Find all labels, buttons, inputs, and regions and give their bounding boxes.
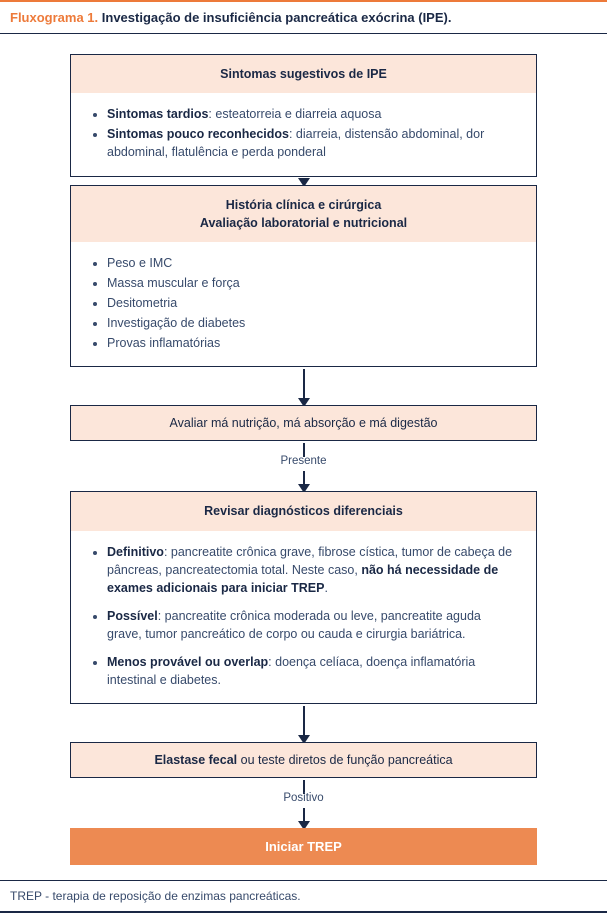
history-item: Provas inflamatórias — [107, 334, 518, 352]
diff-less-likely: Menos provável ou overlap: doença celíac… — [107, 653, 518, 689]
node-elastase: Elastase fecal ou teste diretos de funçã… — [70, 742, 537, 778]
node-start-trep: Iniciar TREP — [70, 828, 537, 865]
history-item: Massa muscular e força — [107, 274, 518, 292]
arrow-3b — [298, 471, 310, 493]
figure-title: Investigação de insuficiência pancreátic… — [102, 10, 452, 25]
flowchart: Sintomas sugestivos de IPE Sintomas tard… — [0, 34, 607, 880]
node-symptoms-head: Sintomas sugestivos de IPE — [71, 55, 536, 93]
arrow-5b — [298, 808, 310, 830]
node-differential-body: Definitivo: pancreatite crônica grave, f… — [71, 531, 536, 704]
node-symptoms-body: Sintomas tardios: esteatorreia e diarrei… — [71, 93, 536, 175]
figure-prefix: Fluxograma 1. — [10, 10, 98, 25]
arrow-4 — [298, 706, 310, 744]
node-history: História clínica e cirúrgica Avaliação l… — [70, 185, 537, 368]
node-history-body: Peso e IMC Massa muscular e força Desito… — [71, 242, 536, 367]
figure-footnote: TREP - terapia de reposição de enzimas p… — [0, 880, 607, 913]
symptom-late: Sintomas tardios: esteatorreia e diarrei… — [107, 105, 518, 123]
diff-possible: Possível: pancreatite crônica moderada o… — [107, 607, 518, 643]
node-differential-head: Revisar diagnósticos diferenciais — [71, 492, 536, 530]
node-symptoms: Sintomas sugestivos de IPE Sintomas tard… — [70, 54, 537, 177]
node-history-head: História clínica e cirúrgica Avaliação l… — [71, 186, 536, 242]
symptom-under: Sintomas pouco reconhecidos: diarreia, d… — [107, 125, 518, 161]
edge-label-positive: Positivo — [283, 792, 323, 804]
node-evaluate: Avaliar má nutrição, má absorção e má di… — [70, 405, 537, 441]
diff-definitive: Definitivo: pancreatite crônica grave, f… — [107, 543, 518, 597]
history-item: Desitometria — [107, 294, 518, 312]
node-differential: Revisar diagnósticos diferenciais Defini… — [70, 491, 537, 704]
edge-label-present: Presente — [280, 455, 326, 467]
arrow-2 — [298, 369, 310, 407]
history-item: Investigação de diabetes — [107, 314, 518, 332]
figure-header: Fluxograma 1. Investigação de insuficiên… — [0, 0, 607, 34]
history-item: Peso e IMC — [107, 254, 518, 272]
